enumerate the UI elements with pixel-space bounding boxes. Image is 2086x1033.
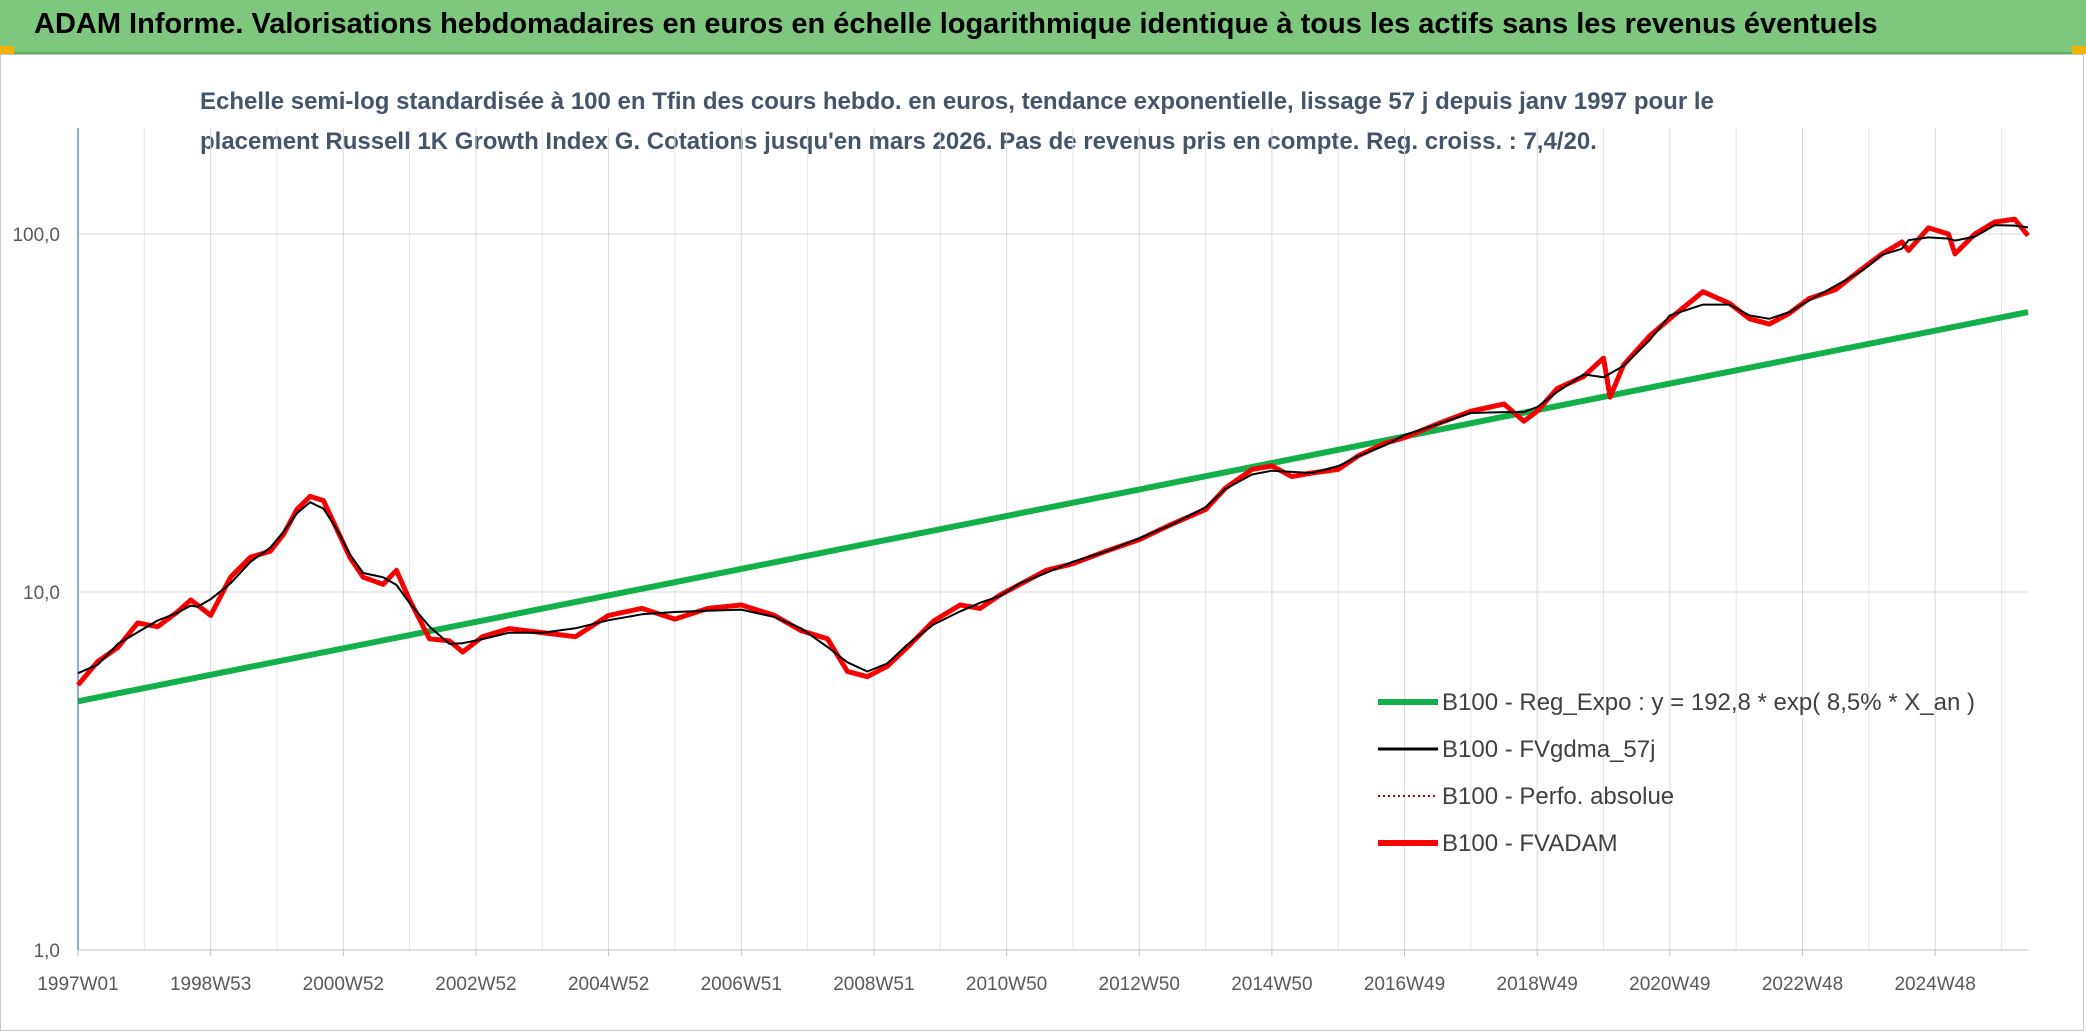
legend-entry-label: B100 - Perfo. absolue (1442, 783, 1674, 810)
grid-lines (77, 128, 2028, 951)
legend-entry-label: B100 - Reg_Expo : y = 192,8 * exp( 8,5% … (1442, 689, 1975, 716)
corner-marker-right (2072, 46, 2086, 54)
x-tick-label: 2024W48 (1894, 974, 1975, 995)
x-tick-label: 1997W01 (37, 974, 118, 995)
x-tick-label: 2022W48 (1762, 974, 1843, 995)
report-title: ADAM Informe. Valorisations hebdomadaire… (34, 8, 1878, 40)
x-tick-label: 2010W50 (966, 974, 1047, 995)
legend: B100 - Reg_Expo : y = 192,8 * exp( 8,5% … (1378, 689, 1975, 857)
chart-subtitle-line-1: Echelle semi-log standardisée à 100 en T… (200, 88, 1714, 115)
x-tick-label: 2004W52 (568, 974, 649, 995)
y-tick-label: 100,0 (12, 225, 60, 246)
x-tick-label: 2002W52 (435, 974, 516, 995)
series-fvadam-line (76, 216, 2030, 687)
x-tick-label: 2000W52 (303, 974, 384, 995)
series-perfo-absolue-line (77, 218, 2029, 686)
x-tick-label: 2014W50 (1231, 974, 1312, 995)
y-tick-label: 1,0 (34, 941, 60, 962)
x-tick-label: 2020W49 (1629, 974, 1710, 995)
x-tick-label: 1998W53 (170, 974, 251, 995)
corner-marker-left (0, 46, 14, 54)
legend-entry-label: B100 - FVgdma_57j (1442, 736, 1655, 763)
chart-frame (0, 54, 2084, 1031)
legend-entry-label: B100 - FVADAM (1442, 830, 1618, 857)
x-tick-label: 2006W51 (701, 974, 782, 995)
x-tick-label: 2018W49 (1497, 974, 1578, 995)
x-tick-label: 2016W49 (1364, 974, 1445, 995)
series-fvgdma-line (77, 224, 2029, 675)
report-banner: ADAM Informe. Valorisations hebdomadaire… (0, 0, 2086, 54)
x-tick-label: 2008W51 (833, 974, 914, 995)
y-tick-label: 10,0 (23, 583, 60, 604)
series-reg-expo-line (77, 309, 2029, 705)
x-tick-label: 2012W50 (1099, 974, 1180, 995)
axes: 1,0 10,0 100,0 1997W01 1998W53 2000W52 2002W52… (12, 128, 2028, 995)
chart-subtitle-line-2: placement Russell 1K Growth Index G. Cot… (200, 128, 1597, 155)
series-lines (76, 216, 2030, 705)
